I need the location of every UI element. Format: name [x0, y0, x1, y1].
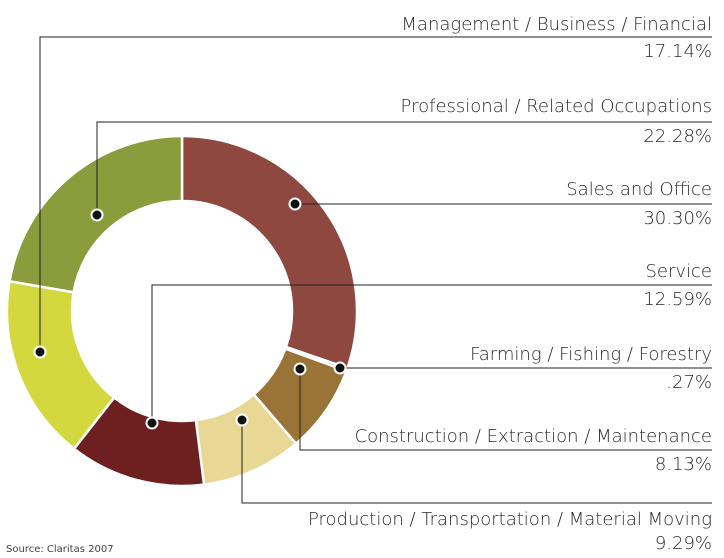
- value-label: 17.14%: [643, 41, 712, 62]
- leader-dot: [33, 345, 47, 359]
- category-label: Management / Business / Financial: [401, 14, 712, 35]
- leader-dot: [293, 362, 307, 376]
- leader-line: [241, 420, 712, 504]
- leader-line: [39, 36, 712, 352]
- leader-dot: [235, 413, 249, 427]
- source: Source: Claritas 2007: [6, 544, 114, 555]
- category-label: Production / Transportation / Material M…: [308, 509, 712, 530]
- category-label: Farming / Fishing / Forestry: [470, 344, 712, 365]
- value-label: 9.29%: [655, 533, 712, 554]
- leader-line: [96, 121, 712, 215]
- category-label: Service: [645, 261, 712, 282]
- leader-dot: [288, 197, 302, 211]
- donut-slice: [180, 134, 359, 370]
- category-label: Construction / Extraction / Maintenance: [355, 426, 712, 447]
- leader-dot: [333, 361, 347, 375]
- value-label: 30.30%: [643, 208, 712, 229]
- leader-dot: [145, 416, 159, 430]
- value-label: 12.59%: [643, 289, 712, 310]
- leader-line: [299, 369, 712, 451]
- value-label: 22.28%: [643, 126, 712, 147]
- category-label: Professional / Related Occupations: [401, 96, 712, 117]
- category-label: Sales and Office: [566, 179, 712, 200]
- value-label: .27%: [666, 372, 712, 393]
- leader-line: [151, 284, 712, 423]
- leader-dot: [90, 208, 104, 222]
- value-label: 8.13%: [655, 454, 712, 475]
